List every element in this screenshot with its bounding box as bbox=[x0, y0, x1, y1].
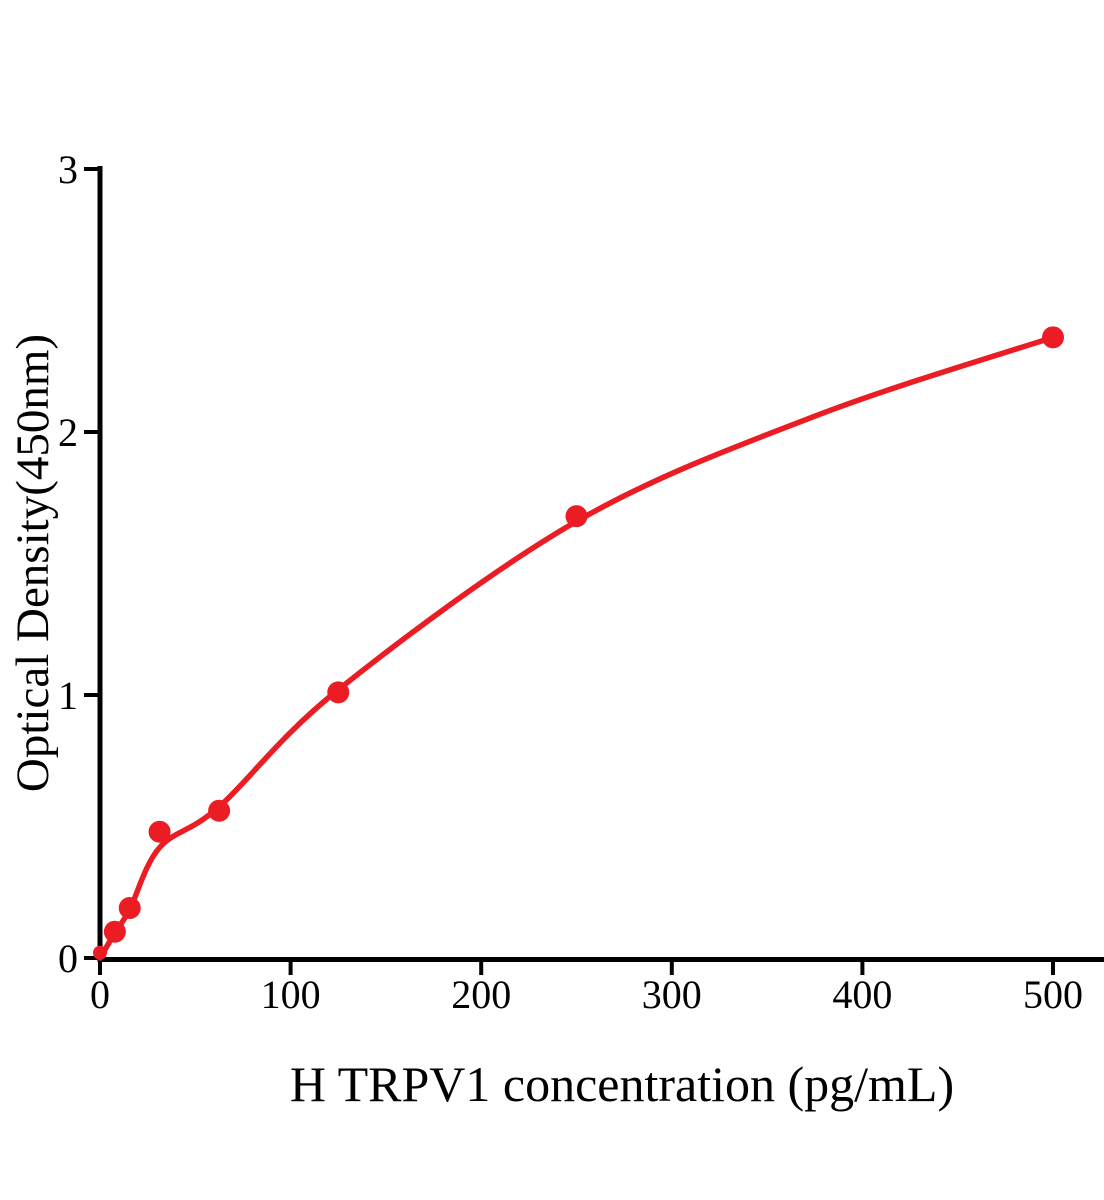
x-axis-tick-label: 300 bbox=[642, 972, 702, 1017]
fit-curve bbox=[97, 334, 1056, 961]
x-axis-tick-label: 0 bbox=[90, 972, 110, 1017]
x-axis-title: H TRPV1 concentration (pg/mL) bbox=[290, 1056, 954, 1112]
y-axis-tick-label: 1 bbox=[58, 673, 78, 718]
data-point bbox=[148, 820, 171, 843]
data-point bbox=[118, 897, 141, 920]
data-point bbox=[208, 799, 231, 822]
y-axis-tick-label: 3 bbox=[58, 147, 78, 192]
data-point bbox=[103, 920, 126, 943]
data-point bbox=[93, 945, 107, 960]
data-point bbox=[1042, 326, 1064, 349]
plot-area: 0 1 2 3 0 100 200 300 400 500 bbox=[58, 147, 1104, 1017]
x-axis-tick-label: 400 bbox=[832, 972, 892, 1017]
x-axis-tick-label: 500 bbox=[1023, 972, 1083, 1017]
x-axis-tick-label: 200 bbox=[451, 972, 511, 1017]
data-point bbox=[327, 681, 350, 704]
y-axis-tick-label: 2 bbox=[58, 410, 78, 455]
x-axis-tick-label: 100 bbox=[261, 972, 321, 1017]
y-axis-tick-label: 0 bbox=[58, 936, 78, 981]
y-axis-title: Optical Density(450nm) bbox=[7, 334, 59, 792]
data-point bbox=[565, 505, 588, 528]
